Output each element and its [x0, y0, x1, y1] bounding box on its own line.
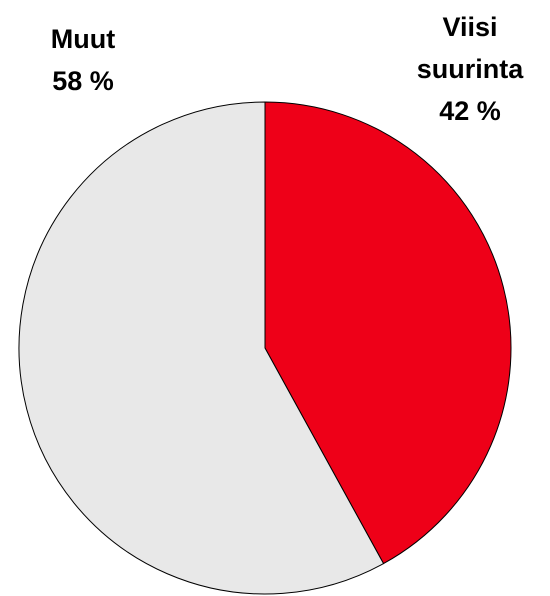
- slice-value: 42 %: [439, 96, 501, 126]
- slice-category: Viisi suurinta: [416, 12, 524, 84]
- pie-slice: [18, 101, 385, 595]
- slice-category: Muut: [50, 24, 116, 54]
- slice-value: 58 %: [52, 66, 114, 96]
- slice-label: Viisi suurinta 42 %: [395, 6, 545, 132]
- pie-slice: [264, 101, 512, 565]
- slice-label: Muut 58 %: [8, 18, 158, 102]
